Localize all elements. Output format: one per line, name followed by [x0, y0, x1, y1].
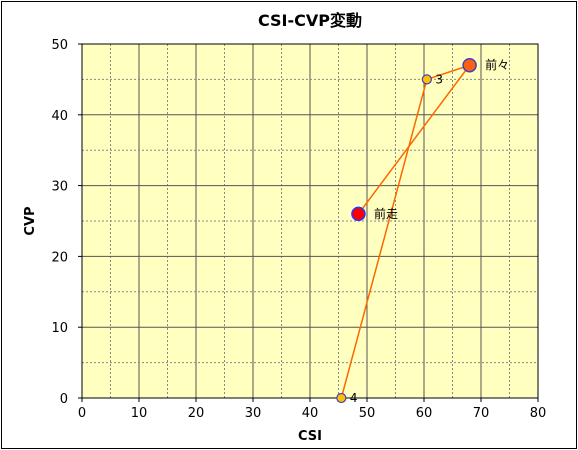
y-tick-label: 50	[51, 38, 68, 53]
x-axis-label: CSI	[298, 429, 322, 444]
y-tick-label: 20	[51, 250, 68, 265]
data-point	[351, 206, 366, 222]
y-tick-label: 30	[51, 180, 68, 195]
x-tick-label: 20	[188, 406, 205, 421]
y-axis-ticks: 0 10 20 30 40 50	[51, 38, 82, 407]
x-tick-label: 30	[245, 406, 262, 421]
y-tick-label: 0	[60, 392, 68, 407]
y-axis-label: CVP	[23, 206, 38, 235]
data-point-label: 3	[435, 72, 443, 86]
x-tick-label: 0	[78, 406, 86, 421]
y-tick-label: 10	[51, 321, 68, 336]
data-point	[336, 392, 347, 404]
grid	[82, 44, 538, 398]
data-point	[462, 57, 477, 73]
data-point-label: 前走	[374, 206, 398, 221]
x-tick-label: 10	[131, 406, 148, 421]
x-tick-label: 60	[416, 406, 433, 421]
data-points	[336, 57, 477, 404]
y-tick-label: 40	[51, 109, 68, 124]
x-axis-ticks: 0 10 20 30 40 50 60 70 80	[78, 398, 546, 421]
series-line	[340, 63, 472, 399]
x-tick-label: 50	[359, 406, 376, 421]
chart-title: CSI-CVP変動	[258, 11, 362, 30]
data-point	[421, 74, 432, 85]
data-point-label: 前々	[485, 57, 509, 72]
x-tick-label: 70	[473, 406, 490, 421]
data-point-label: 4	[350, 391, 358, 405]
x-tick-label: 40	[302, 406, 319, 421]
x-tick-label: 80	[530, 406, 547, 421]
